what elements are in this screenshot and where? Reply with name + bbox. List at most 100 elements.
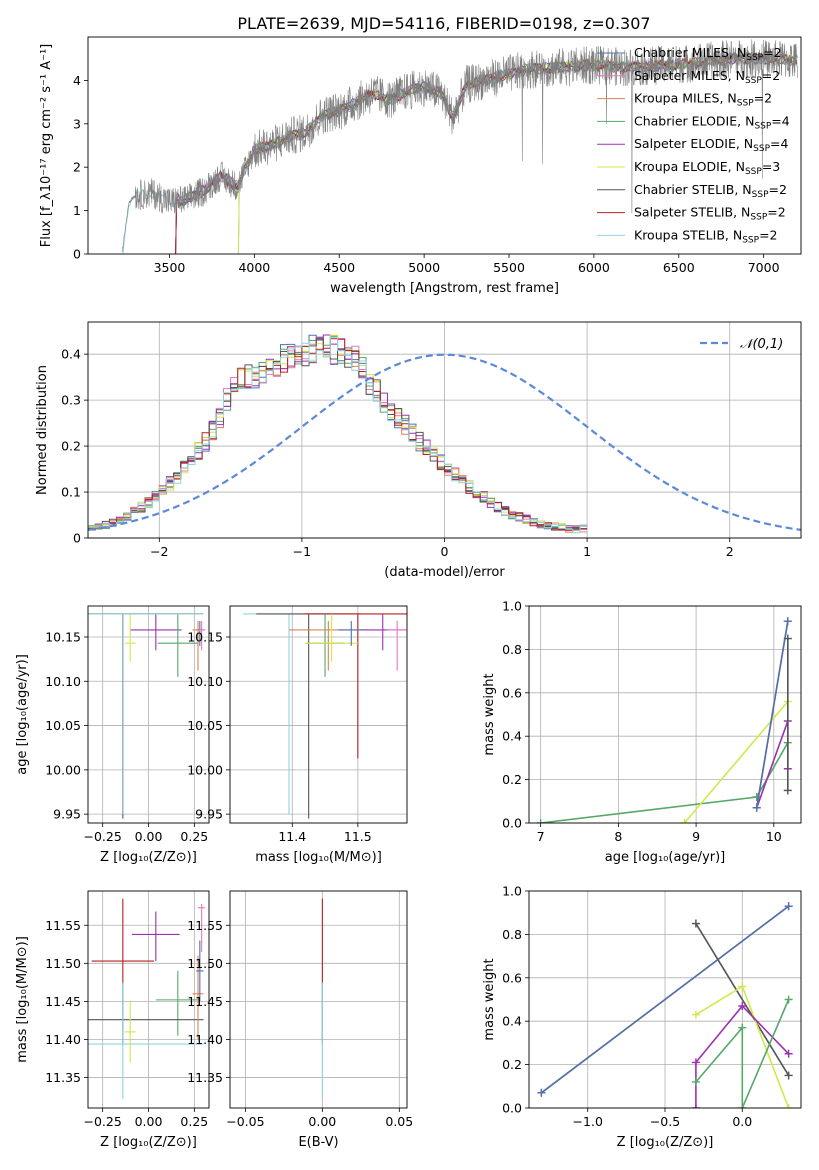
x-tick-label: 9 [692, 829, 700, 844]
x-tick-label: 0.00 [135, 1114, 163, 1129]
y-tick-label: 9.95 [53, 807, 81, 822]
y-axis-label: mass weight [482, 673, 497, 755]
y-axis-label: mass [log₁₀(M/M⊙)] [15, 936, 30, 1063]
x-tick-label: −1.0 [573, 1114, 603, 1129]
weight-line-chabrier-miles [755, 621, 789, 808]
x-tick-label: 0.25 [180, 1114, 208, 1129]
y-tick-label: 1.0 [502, 599, 522, 614]
x-axis-label: wavelength [Angstrom, rest frame] [330, 281, 559, 296]
y-axis-label: mass weight [482, 958, 497, 1040]
x-tick-label: 5000 [408, 260, 440, 275]
y-tick-label: 10.00 [45, 762, 81, 777]
weight-marker [691, 1077, 700, 1086]
x-axis-label: age [log₁₀(age/yr)] [605, 850, 726, 865]
y-tick-label: 9.95 [195, 807, 223, 822]
weight-marker [784, 902, 793, 911]
axes-frame [87, 321, 802, 539]
y-tick-label: 0.8 [502, 927, 522, 942]
weight-marker [537, 1088, 546, 1097]
x-tick-label: 3500 [154, 260, 186, 275]
y-tick-label: 0 [73, 247, 81, 262]
y-tick-label: 0.6 [502, 970, 522, 985]
weight-marker [752, 792, 761, 801]
x-tick-label: 6500 [663, 260, 695, 275]
y-tick-label: 11.50 [45, 956, 81, 971]
x-axis-label: mass [log₁₀(M/M⊙)] [255, 850, 382, 865]
y-tick-label: 11.55 [45, 918, 81, 933]
y-tick-label: 0.1 [61, 485, 81, 500]
spectrum-panel: 3500 4000 4500 5000 5500 6000 6500 7000 0 1 2 3 4 wav… [39, 36, 802, 296]
axes-frame [229, 890, 408, 1109]
y-tick-label: 0.0 [502, 1101, 522, 1116]
normal-curve [88, 353, 801, 531]
axes-frame [528, 605, 802, 824]
axes-frame [87, 605, 210, 824]
weight-marker [752, 803, 761, 812]
weight-marker [783, 634, 792, 643]
weight-marker [783, 617, 792, 626]
x-tick-label: −2 [150, 544, 168, 559]
y-tick-label: 10.15 [187, 630, 223, 645]
y-tick-label: 11.35 [45, 1070, 81, 1085]
lines [537, 902, 793, 1108]
y-tick-label: 0.4 [502, 1014, 522, 1029]
x-tick-label: 0.00 [135, 829, 163, 844]
legend-label: 𝒩(0,1) [740, 337, 783, 352]
x-axis-label: (data-model)/error [384, 565, 505, 580]
weight-marker [738, 982, 747, 991]
x-tick-label: 0.00 [308, 1114, 336, 1129]
data-line [121, 39, 798, 252]
x-tick-label: −0.25 [84, 1114, 122, 1129]
x-tick-label: 8 [614, 829, 622, 844]
points [88, 613, 206, 819]
weight-marker [691, 1104, 700, 1108]
weight-line-chabrier-elodie [695, 999, 790, 1108]
y-tick-label: 11.40 [187, 1032, 223, 1047]
y-tick-label: 11.50 [187, 956, 223, 971]
x-tick-label: −0.25 [84, 829, 122, 844]
age-vs-Z-panel: −0.25 0.00 0.25 9.95 10.00 10.05 10.10 10.15 Z [… [15, 605, 210, 865]
legend-label: Salpeter MILES, NSSP=2 [634, 68, 780, 86]
y-tick-label: 10.05 [187, 718, 223, 733]
x-axis-label: Z [log₁₀(Z/Z⊙)] [100, 850, 197, 865]
x-axis-label: Z [log₁₀(Z/Z⊙)] [100, 1135, 197, 1150]
x-tick-label: 0.0 [732, 1114, 752, 1129]
histograms [88, 334, 801, 538]
y-tick-label: 0.3 [61, 393, 81, 408]
y-tick-label: 0.2 [61, 439, 81, 454]
x-tick-label: 1 [583, 544, 591, 559]
weight-vs-Z-panel: −1.0 −0.5 0.0 0.0 0.2 0.4 0.6 0.8 1.0 Z [log₁₀(Z/… [482, 884, 802, 1150]
weight-marker [784, 1071, 793, 1080]
axes-frame [87, 36, 802, 255]
y-tick-label: 1 [73, 203, 81, 218]
x-tick-label: 11.5 [344, 829, 372, 844]
x-tick-label: 0.05 [385, 1114, 413, 1129]
x-tick-label: 4000 [238, 260, 270, 275]
age-vs-mass-panel: 11.4 11.5 9.95 10.00 10.05 10.10 10.15 mass [lo… [187, 605, 408, 865]
x-tick-label: 0.25 [180, 829, 208, 844]
x-tick-label: −0.05 [226, 1114, 264, 1129]
x-tick-label: 4500 [323, 260, 355, 275]
legend-label: Chabrier STELIB, NSSP=2 [634, 182, 787, 200]
y-tick-label: 0.0 [502, 816, 522, 831]
y-axis-label: Normed distribution [35, 365, 50, 495]
x-tick-label: 10 [766, 829, 782, 844]
weight-marker [784, 1104, 793, 1108]
x-tick-label: 0 [441, 544, 449, 559]
spectrum-lines [121, 39, 799, 254]
weight-marker [691, 919, 700, 928]
axes-frame [229, 605, 408, 824]
points [243, 613, 407, 819]
y-tick-label: 1.0 [502, 884, 522, 899]
x-tick-label: 7000 [748, 260, 780, 275]
y-tick-label: 11.45 [187, 994, 223, 1009]
y-tick-label: 0.4 [502, 729, 522, 744]
y-tick-label: 0.2 [502, 772, 522, 787]
y-tick-label: 3 [73, 116, 81, 131]
x-tick-label: 7 [537, 829, 545, 844]
histogram-kroupa-stelib [88, 336, 588, 538]
legend: Chabrier MILES, NSSP=2 Salpeter MILES, NS… [597, 45, 790, 245]
weight-marker [738, 1002, 747, 1011]
y-tick-label: 11.45 [45, 994, 81, 1009]
y-tick-label: 11.55 [187, 918, 223, 933]
